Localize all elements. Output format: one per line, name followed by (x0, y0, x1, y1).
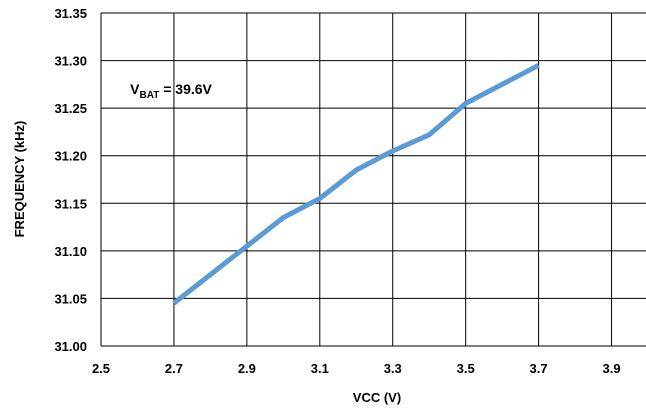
x-tick-label: 2.7 (165, 361, 183, 376)
x-tick-label: 3.3 (384, 361, 402, 376)
y-tick-label: 31.30 (54, 54, 87, 69)
y-tick-label: 31.00 (54, 339, 87, 354)
x-tick-label: 3.7 (530, 361, 548, 376)
y-tick-label: 31.20 (54, 149, 87, 164)
x-tick-label: 3.5 (457, 361, 475, 376)
y-tick-label: 31.05 (54, 291, 87, 306)
x-tick-labels: 2.5 2.7 2.9 3.1 3.3 3.5 3.7 3.9 (92, 361, 621, 376)
vbat-annotation: VBAT = 39.6V (130, 81, 212, 101)
x-tick-label: 2.9 (238, 361, 256, 376)
y-axis-title: FREQUENCY (kHz) (12, 121, 27, 238)
x-tick-label: 3.1 (311, 361, 329, 376)
series-layer (172, 63, 540, 306)
y-tick-label: 31.25 (54, 101, 87, 116)
y-tick-labels: 31.00 31.05 31.10 31.15 31.20 31.25 31.30 31.35 (54, 6, 87, 354)
grid (100, 12, 646, 347)
y-tick-label: 31.35 (54, 6, 87, 21)
y-tick-label: 31.15 (54, 196, 87, 211)
x-tick-label: 2.5 (92, 361, 110, 376)
x-axis-title: VCC (V) (353, 390, 401, 405)
series-line (172, 63, 540, 306)
x-tick-label: 3.9 (602, 361, 620, 376)
y-tick-label: 31.10 (54, 244, 87, 259)
